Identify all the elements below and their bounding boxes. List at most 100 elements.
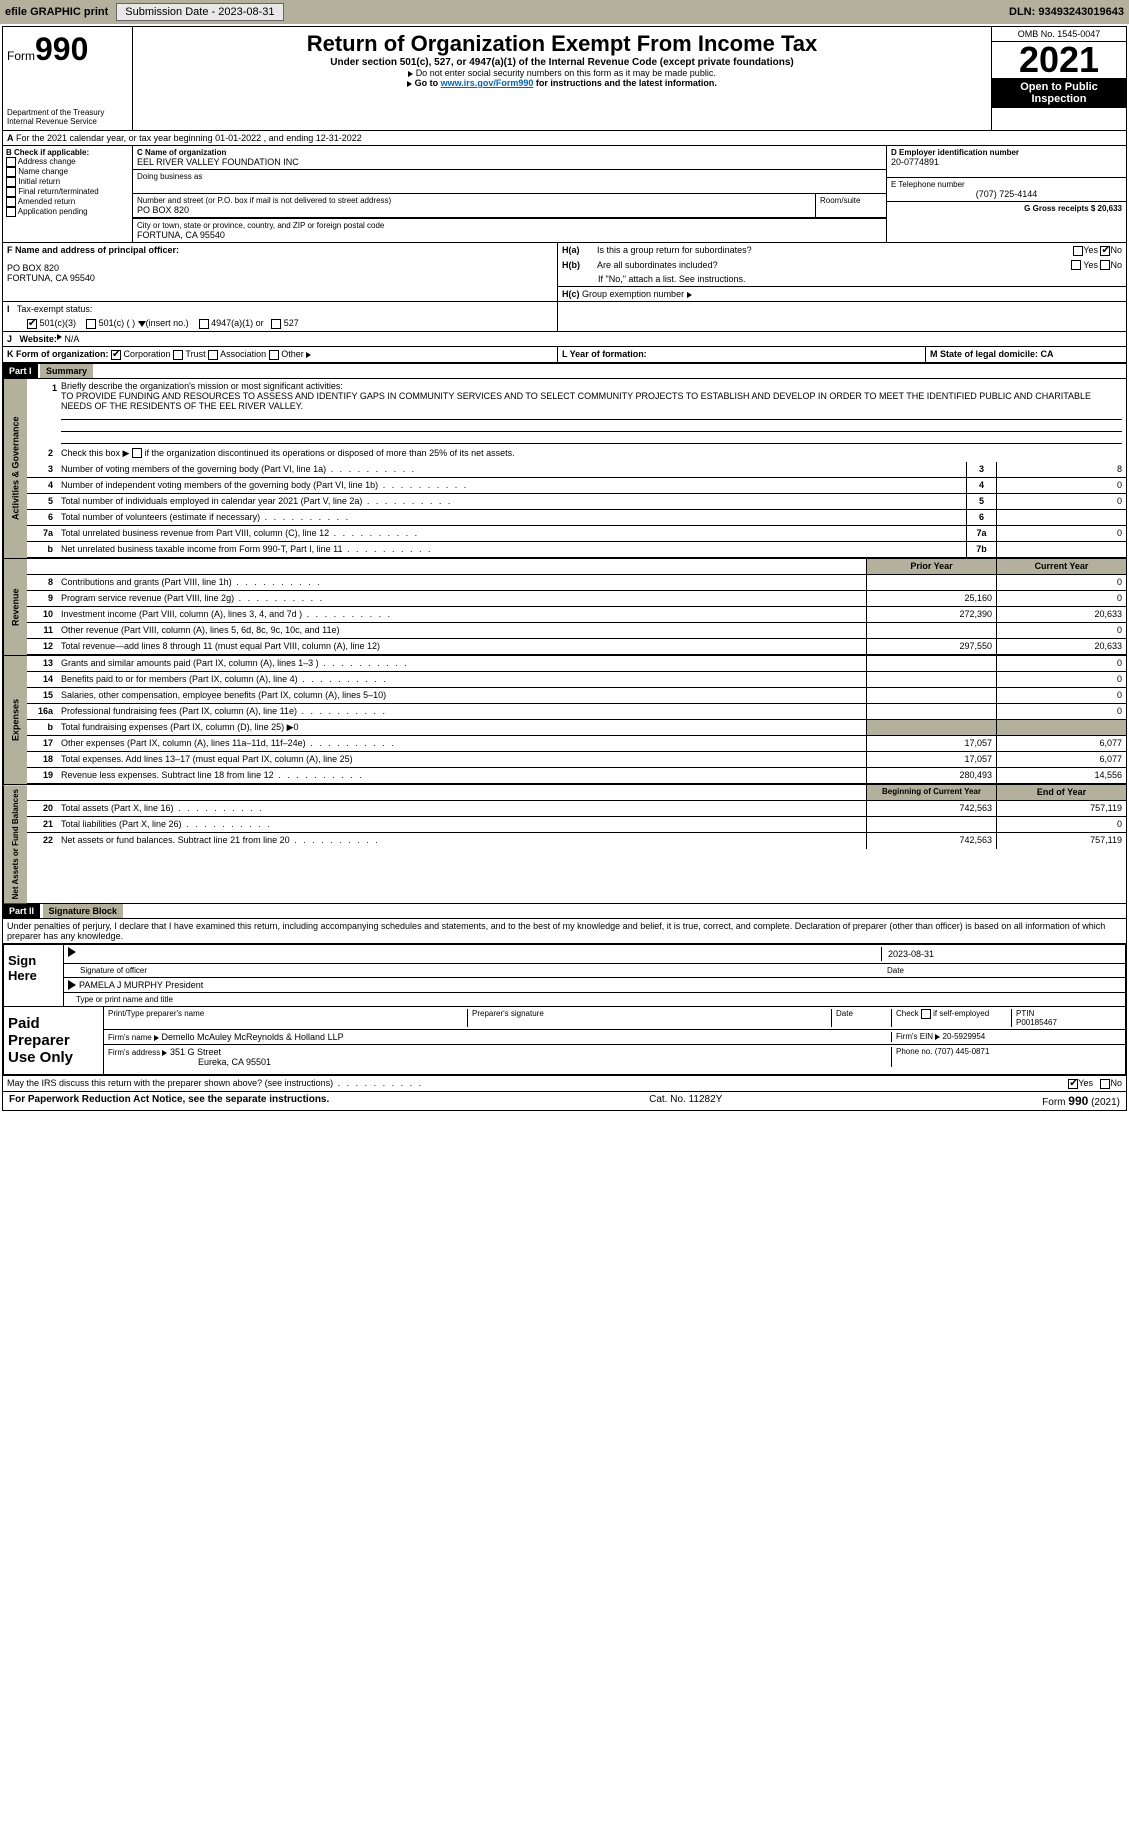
- street-address: PO BOX 820: [137, 205, 811, 215]
- org-name: EEL RIVER VALLEY FOUNDATION INC: [137, 157, 882, 167]
- footer: For Paperwork Reduction Act Notice, see …: [3, 1092, 1126, 1110]
- checkbox-501c[interactable]: [86, 319, 96, 329]
- l12-prior: 297,550: [866, 639, 996, 654]
- firm-ein-label: Firm's EIN: [896, 1032, 935, 1041]
- l13-prior: [866, 656, 996, 671]
- l9-desc: Program service revenue (Part VIII, line…: [57, 591, 866, 606]
- opt-trust: Trust: [185, 349, 205, 359]
- l5-val: 0: [996, 494, 1126, 509]
- checkbox-ha-yes[interactable]: [1073, 246, 1083, 256]
- checkbox-final-return[interactable]: [6, 187, 16, 197]
- section-h: H(a)Is this a group return for subordina…: [558, 243, 1126, 301]
- section-c: C Name of organization EEL RIVER VALLEY …: [133, 146, 886, 242]
- checkbox-self-employed[interactable]: [921, 1009, 931, 1019]
- arrow-icon: [68, 947, 76, 957]
- checkbox-amended-return[interactable]: [6, 197, 16, 207]
- vert-expenses: Expenses: [3, 656, 27, 784]
- l18-curr: 6,077: [996, 752, 1126, 767]
- l3-val: 8: [996, 462, 1126, 477]
- submission-date-btn[interactable]: Submission Date - 2023-08-31: [116, 3, 283, 21]
- checkbox-527[interactable]: [271, 319, 281, 329]
- l5-desc: Total number of individuals employed in …: [57, 494, 966, 509]
- l7a-val: 0: [996, 526, 1126, 541]
- date-label: Date: [881, 966, 1121, 975]
- firm-ein: 20-5929954: [943, 1032, 986, 1041]
- l13-curr: 0: [996, 656, 1126, 671]
- arrow-icon: [57, 334, 62, 340]
- topbar: efile GRAPHIC print Submission Date - 20…: [0, 0, 1129, 24]
- checkbox-4947[interactable]: [199, 319, 209, 329]
- f-label: F Name and address of principal officer:: [7, 245, 553, 255]
- l21-desc: Total liabilities (Part X, line 26): [57, 817, 866, 832]
- checkbox-corporation[interactable]: [111, 350, 121, 360]
- l4-desc: Number of independent voting members of …: [57, 478, 966, 493]
- section-f: F Name and address of principal officer:…: [3, 243, 558, 301]
- note-goto-pre: Go to: [415, 78, 441, 88]
- checkbox-discuss-yes[interactable]: [1068, 1079, 1078, 1089]
- l19-desc: Revenue less expenses. Subtract line 18 …: [57, 768, 866, 783]
- efile-label: efile GRAPHIC print: [5, 6, 108, 18]
- begin-year-header: Beginning of Current Year: [866, 785, 996, 800]
- paid-preparer-block: Paid Preparer Use Only Print/Type prepar…: [3, 1007, 1126, 1075]
- section-j: J Website: N/A: [3, 332, 1126, 347]
- vert-revenue: Revenue: [3, 559, 27, 655]
- arrow-icon: [68, 980, 76, 990]
- checkbox-discontinued[interactable]: [132, 448, 142, 458]
- l12-desc: Total revenue—add lines 8 through 11 (mu…: [57, 639, 866, 654]
- checkbox-association[interactable]: [208, 350, 218, 360]
- firm-addr-label: Firm's address: [108, 1048, 162, 1057]
- l13-desc: Grants and similar amounts paid (Part IX…: [57, 656, 866, 671]
- l22-desc: Net assets or fund balances. Subtract li…: [57, 833, 866, 849]
- k-label: K Form of organization:: [7, 349, 109, 359]
- arrow-icon: [407, 81, 412, 87]
- l-label: L Year of formation:: [562, 349, 647, 359]
- checkbox-ha-no[interactable]: [1100, 246, 1110, 256]
- checkbox-trust[interactable]: [173, 350, 183, 360]
- g-label: G Gross receipts $ 20,633: [891, 204, 1122, 213]
- checkbox-initial-return[interactable]: [6, 177, 16, 187]
- arrow-icon: [154, 1035, 159, 1041]
- note-ssn: Do not enter social security numbers on …: [416, 68, 716, 78]
- checkbox-name-change[interactable]: [6, 167, 16, 177]
- note-goto-post: for instructions and the latest informat…: [533, 78, 717, 88]
- hc-label: Group exemption number: [582, 289, 684, 299]
- l3-desc: Number of voting members of the governin…: [57, 462, 966, 477]
- checkbox-501c3[interactable]: [27, 319, 37, 329]
- m-label: M State of legal domicile: CA: [930, 349, 1054, 359]
- arrow-icon: [687, 292, 692, 298]
- j-label: Website:: [20, 334, 57, 344]
- l7b-val: [996, 542, 1126, 557]
- end-year-header: End of Year: [996, 785, 1126, 800]
- c-name-label: C Name of organization: [137, 148, 882, 157]
- city-state-zip: FORTUNA, CA 95540: [137, 230, 882, 240]
- arrow-icon: [935, 1034, 940, 1040]
- header-right: OMB No. 1545-0047 2021 Open to Public In…: [991, 27, 1126, 130]
- l11-prior: [866, 623, 996, 638]
- checkbox-app-pending[interactable]: [6, 207, 16, 217]
- firm-phone: Phone no. (707) 445-0871: [891, 1047, 1121, 1067]
- checkbox-discuss-no[interactable]: [1100, 1079, 1110, 1089]
- irs-link[interactable]: www.irs.gov/Form990: [441, 78, 534, 88]
- l10-prior: 272,390: [866, 607, 996, 622]
- l14-prior: [866, 672, 996, 687]
- section-fh: F Name and address of principal officer:…: [3, 243, 1126, 302]
- vert-netassets: Net Assets or Fund Balances: [3, 785, 27, 903]
- b-label: B Check if applicable:: [6, 148, 129, 157]
- checkbox-hb-no[interactable]: [1100, 260, 1110, 270]
- opt-initial-return: Initial return: [18, 177, 60, 186]
- l8-desc: Contributions and grants (Part VIII, lin…: [57, 575, 866, 590]
- part1-header: Part I Summary: [3, 363, 1126, 379]
- officer-name: PAMELA J MURPHY President: [79, 980, 203, 990]
- d-label: D Employer identification number: [891, 148, 1122, 157]
- dba-label: Doing business as: [137, 172, 882, 181]
- self-employed-label: Check if self-employed: [891, 1009, 1011, 1027]
- prior-year-header: Prior Year: [866, 559, 996, 574]
- l21-prior: [866, 817, 996, 832]
- section-deg: D Employer identification number 20-0774…: [886, 146, 1126, 242]
- opt-501c: 501(c) ( ): [99, 318, 138, 328]
- checkbox-hb-yes[interactable]: [1071, 260, 1081, 270]
- checkbox-other[interactable]: [269, 350, 279, 360]
- firm-name: Demello McAuley McReynolds & Holland LLP: [162, 1032, 344, 1042]
- checkbox-address-change[interactable]: [6, 157, 16, 167]
- ptin-value: P00185467: [1016, 1018, 1121, 1027]
